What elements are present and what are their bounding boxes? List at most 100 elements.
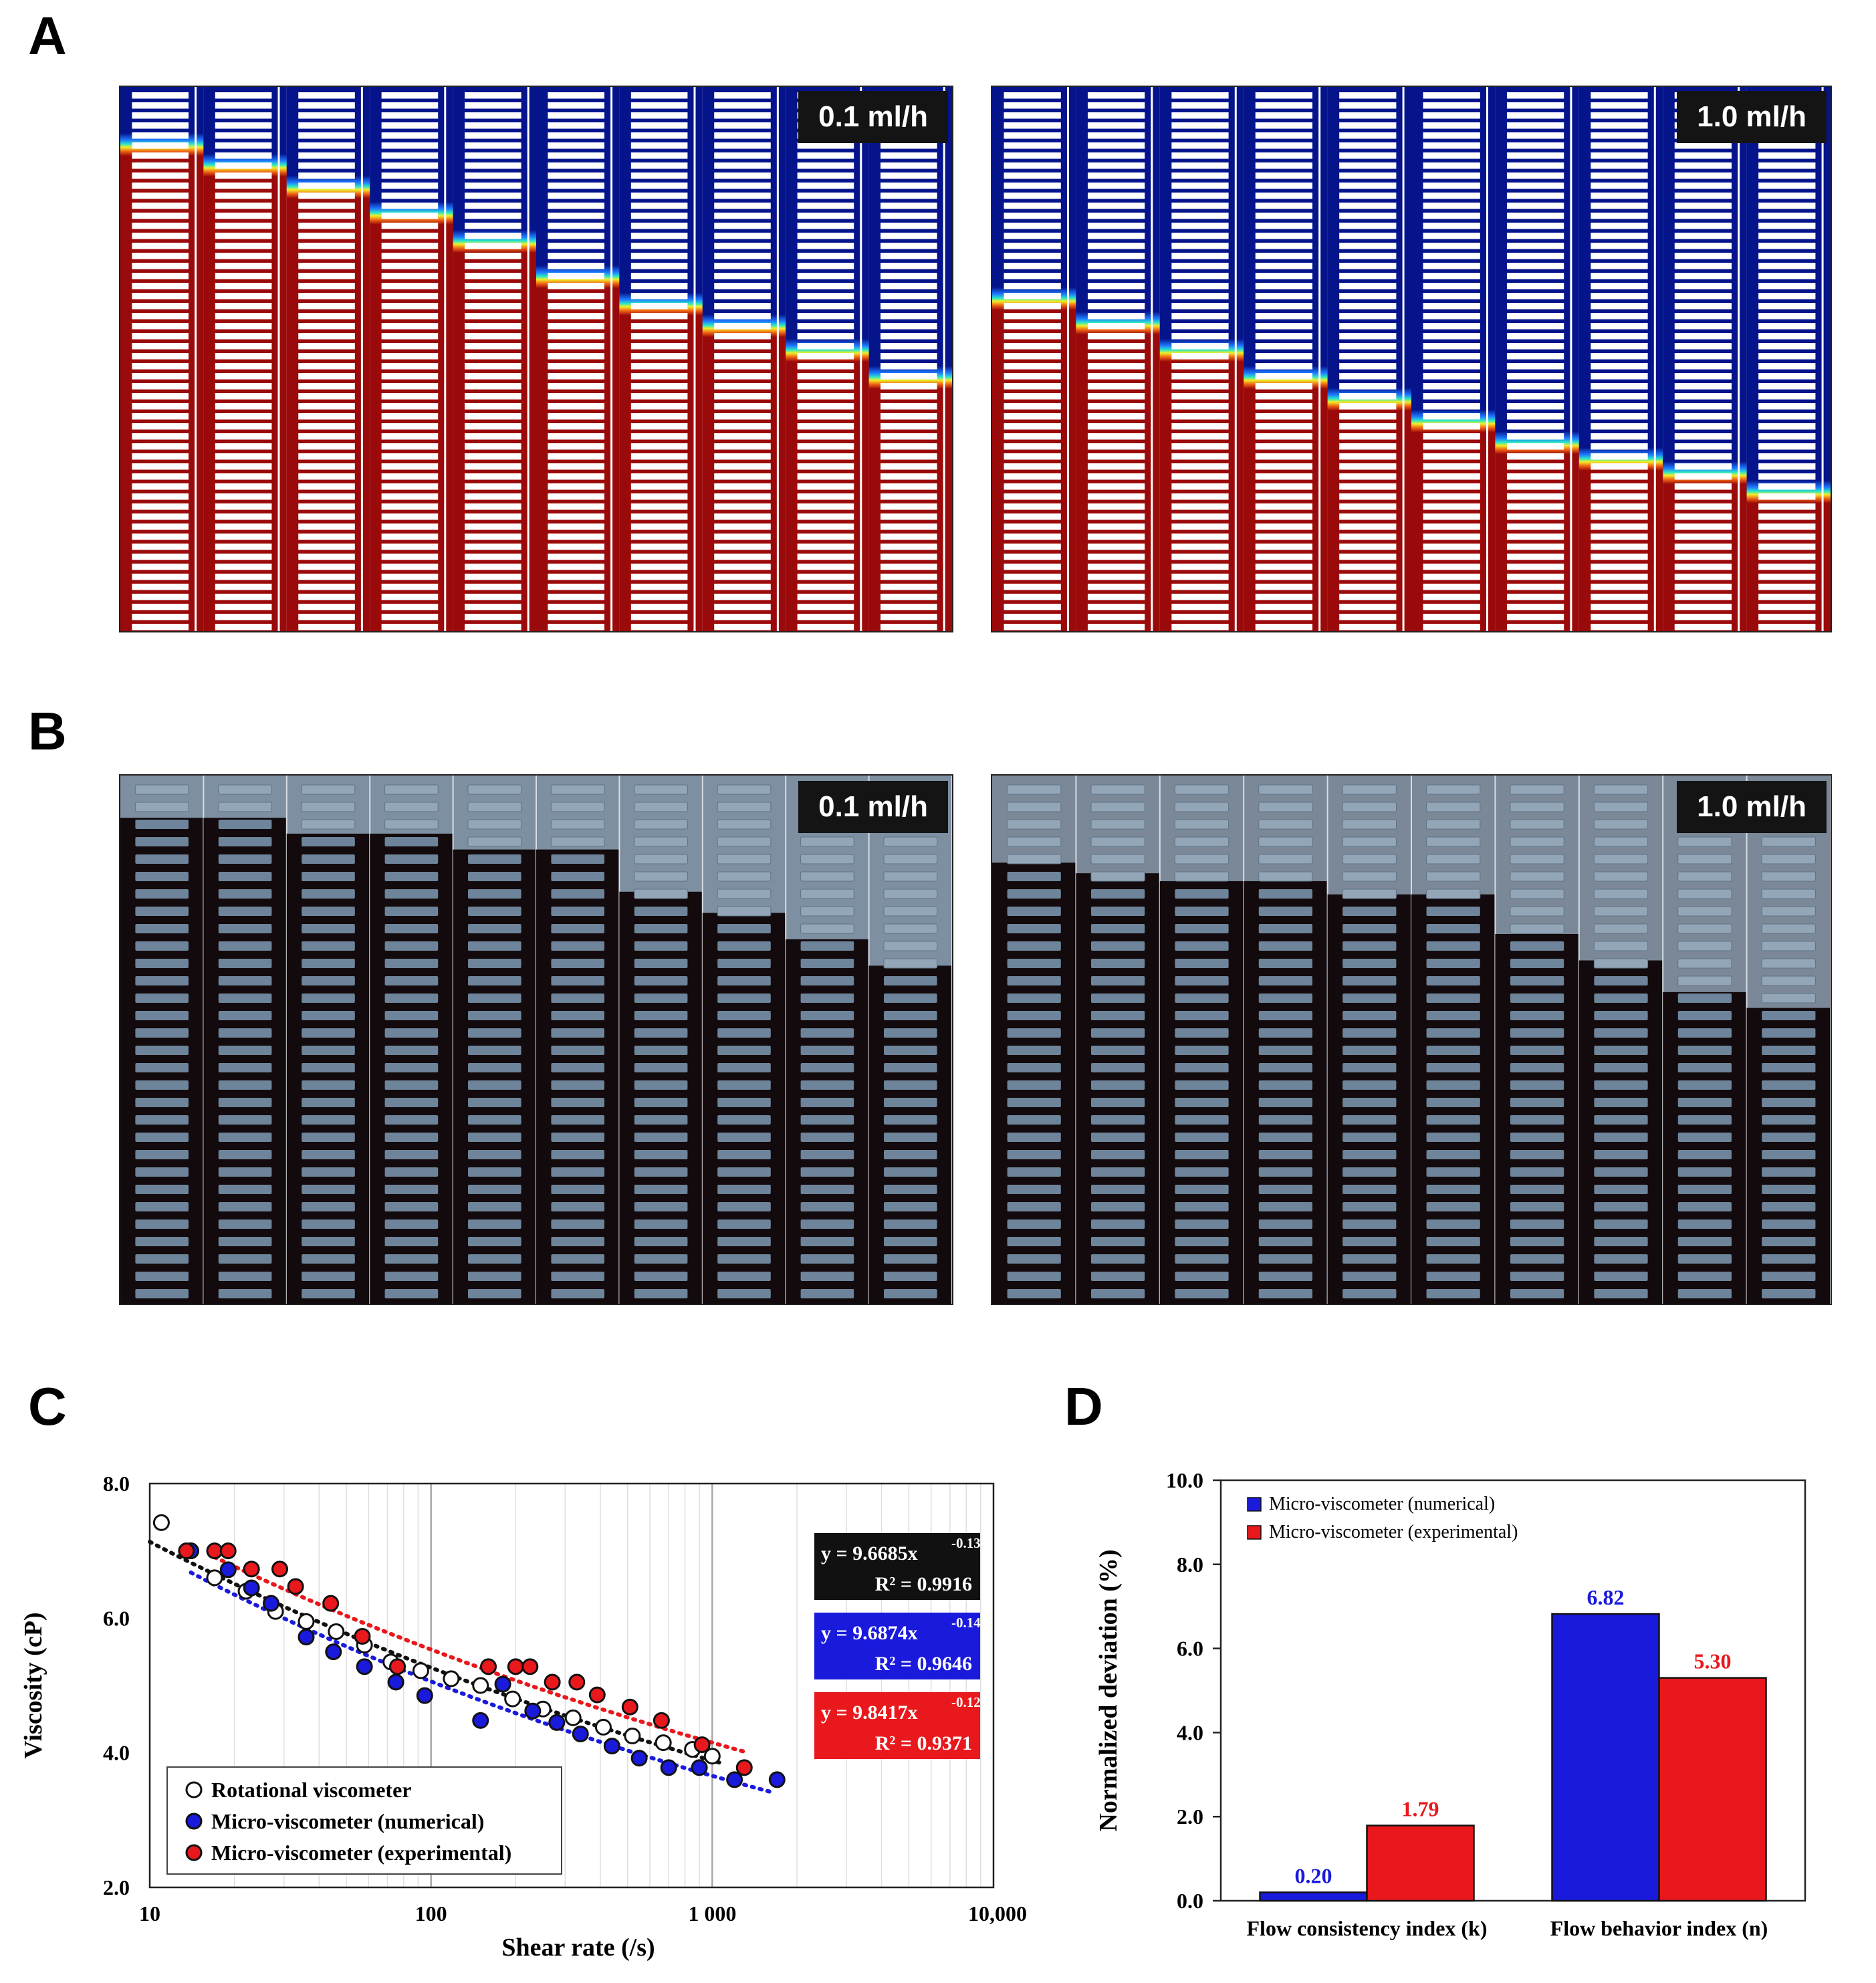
micrograph-slot [1761, 975, 1816, 986]
microchannel-slot [298, 293, 355, 300]
microchannel-slot [1255, 223, 1313, 229]
bar-value-label: 1.79 [1402, 1796, 1439, 1821]
microchannel-slot [465, 544, 521, 550]
microchannel-slot [1087, 564, 1145, 570]
microchannel-slot [1255, 554, 1313, 560]
micrograph-slot [1510, 1046, 1564, 1055]
microchannel-slot [714, 233, 771, 239]
microchannel-slot [881, 433, 937, 440]
microchannel-slot [1171, 554, 1229, 560]
microchannel-slot [1591, 564, 1648, 570]
micrograph-slot [467, 872, 521, 881]
microchannel-slot [215, 564, 272, 570]
microchannel-slot [714, 273, 771, 279]
microchannel-slot [465, 323, 521, 330]
micrograph-slot [1175, 959, 1229, 968]
micrograph-slot [135, 837, 189, 846]
microchannel-slot [1255, 162, 1313, 169]
microchannel-slot [881, 493, 937, 500]
micrograph-slot [1007, 1185, 1061, 1194]
microchannel-slot [1674, 383, 1732, 390]
micrograph-slot [1677, 1046, 1732, 1055]
microchannel-slot [132, 463, 189, 470]
micrograph-slot [302, 1185, 355, 1194]
micrograph-slot [1175, 1115, 1229, 1125]
micrograph-slot [1258, 784, 1313, 795]
micrograph-slot [467, 1185, 521, 1194]
data-point [356, 1658, 373, 1675]
microchannel-slot [381, 293, 439, 300]
microchannel-slot [1255, 253, 1313, 259]
microchannel-slot [548, 343, 605, 350]
micrograph-slot [1762, 1028, 1816, 1038]
micrograph-slot [1090, 1063, 1145, 1072]
microchannel-slot [215, 423, 272, 430]
microchannel-slot [381, 483, 439, 490]
microchannel-slot [1423, 183, 1480, 189]
microchannel-slot [881, 243, 937, 249]
microchannel-slot [1255, 303, 1313, 310]
microchannel-slot [215, 513, 272, 520]
microchannel-slot [548, 534, 605, 540]
microchannel-slot [1255, 433, 1313, 440]
microchannel-slot [1339, 383, 1397, 390]
microchannel-slot [1506, 453, 1564, 460]
micrograph-slot [1510, 1150, 1564, 1159]
micrograph-slot [218, 1133, 272, 1142]
micrograph-slot [1090, 1237, 1145, 1246]
microchannel-slot [797, 393, 854, 400]
micrograph-slot [218, 1080, 272, 1090]
microchannel-slot [1674, 594, 1732, 600]
microchannel-slot [548, 503, 605, 510]
micrograph-slot [301, 819, 356, 830]
micrograph-slot [1090, 1272, 1145, 1281]
micrograph-slot [551, 959, 605, 968]
microchannel-slot [465, 283, 521, 289]
microchannel-slot [548, 624, 605, 630]
microchannel-slot [1004, 102, 1061, 109]
x-tick-label: 1 000 [688, 1901, 736, 1926]
microchannel-slot [1758, 162, 1816, 169]
micrograph-slot [218, 1115, 272, 1125]
microchannel-slot [881, 443, 937, 450]
micrograph-slot [1174, 784, 1229, 795]
microchannel-slot [215, 523, 272, 530]
micrograph-slot [1594, 1254, 1648, 1264]
micrograph-slot [1175, 1289, 1229, 1298]
microchannel-slot [215, 343, 272, 350]
microchannel-slot [1255, 383, 1313, 390]
microchannel-slot [1674, 554, 1732, 560]
microchannel-slot [714, 393, 771, 400]
microchannel-slot [1004, 152, 1061, 159]
microchannel-slot [465, 453, 521, 460]
microchannel-slot [298, 463, 355, 470]
micrograph-slot [1677, 941, 1732, 951]
micrograph-slot [1510, 854, 1564, 864]
microchannel-slot [1758, 594, 1816, 600]
microchannel-slot [1423, 604, 1480, 610]
microchannel-slot [1758, 383, 1816, 390]
microchannel-slot [630, 463, 688, 470]
microchannel-slot [1171, 142, 1229, 149]
micrograph-slot [800, 1237, 854, 1246]
micrograph-slot [1762, 1133, 1816, 1142]
microchannel-slot [1339, 584, 1397, 590]
microchannel-slot [881, 333, 937, 340]
microchannel-slot [1506, 423, 1564, 430]
microchannel-slot [465, 594, 521, 600]
micrograph-slot [800, 854, 854, 864]
microchannel-slot [132, 564, 189, 570]
micrograph-slot [1342, 1028, 1397, 1038]
micrograph-slot [384, 976, 439, 985]
microchannel-slot [381, 564, 439, 570]
blood-column [1244, 881, 1328, 1304]
bar [1366, 1825, 1475, 1902]
microchannel-slot [1423, 363, 1480, 370]
microchannel-slot [298, 373, 355, 380]
micrograph-slot [302, 1150, 355, 1159]
microchannel-slot [1591, 353, 1648, 360]
microchannel-slot [1087, 233, 1145, 239]
microchannel-slot [1591, 132, 1648, 139]
microchannel-slot [1004, 604, 1061, 610]
microchannel-slot [1506, 373, 1564, 380]
